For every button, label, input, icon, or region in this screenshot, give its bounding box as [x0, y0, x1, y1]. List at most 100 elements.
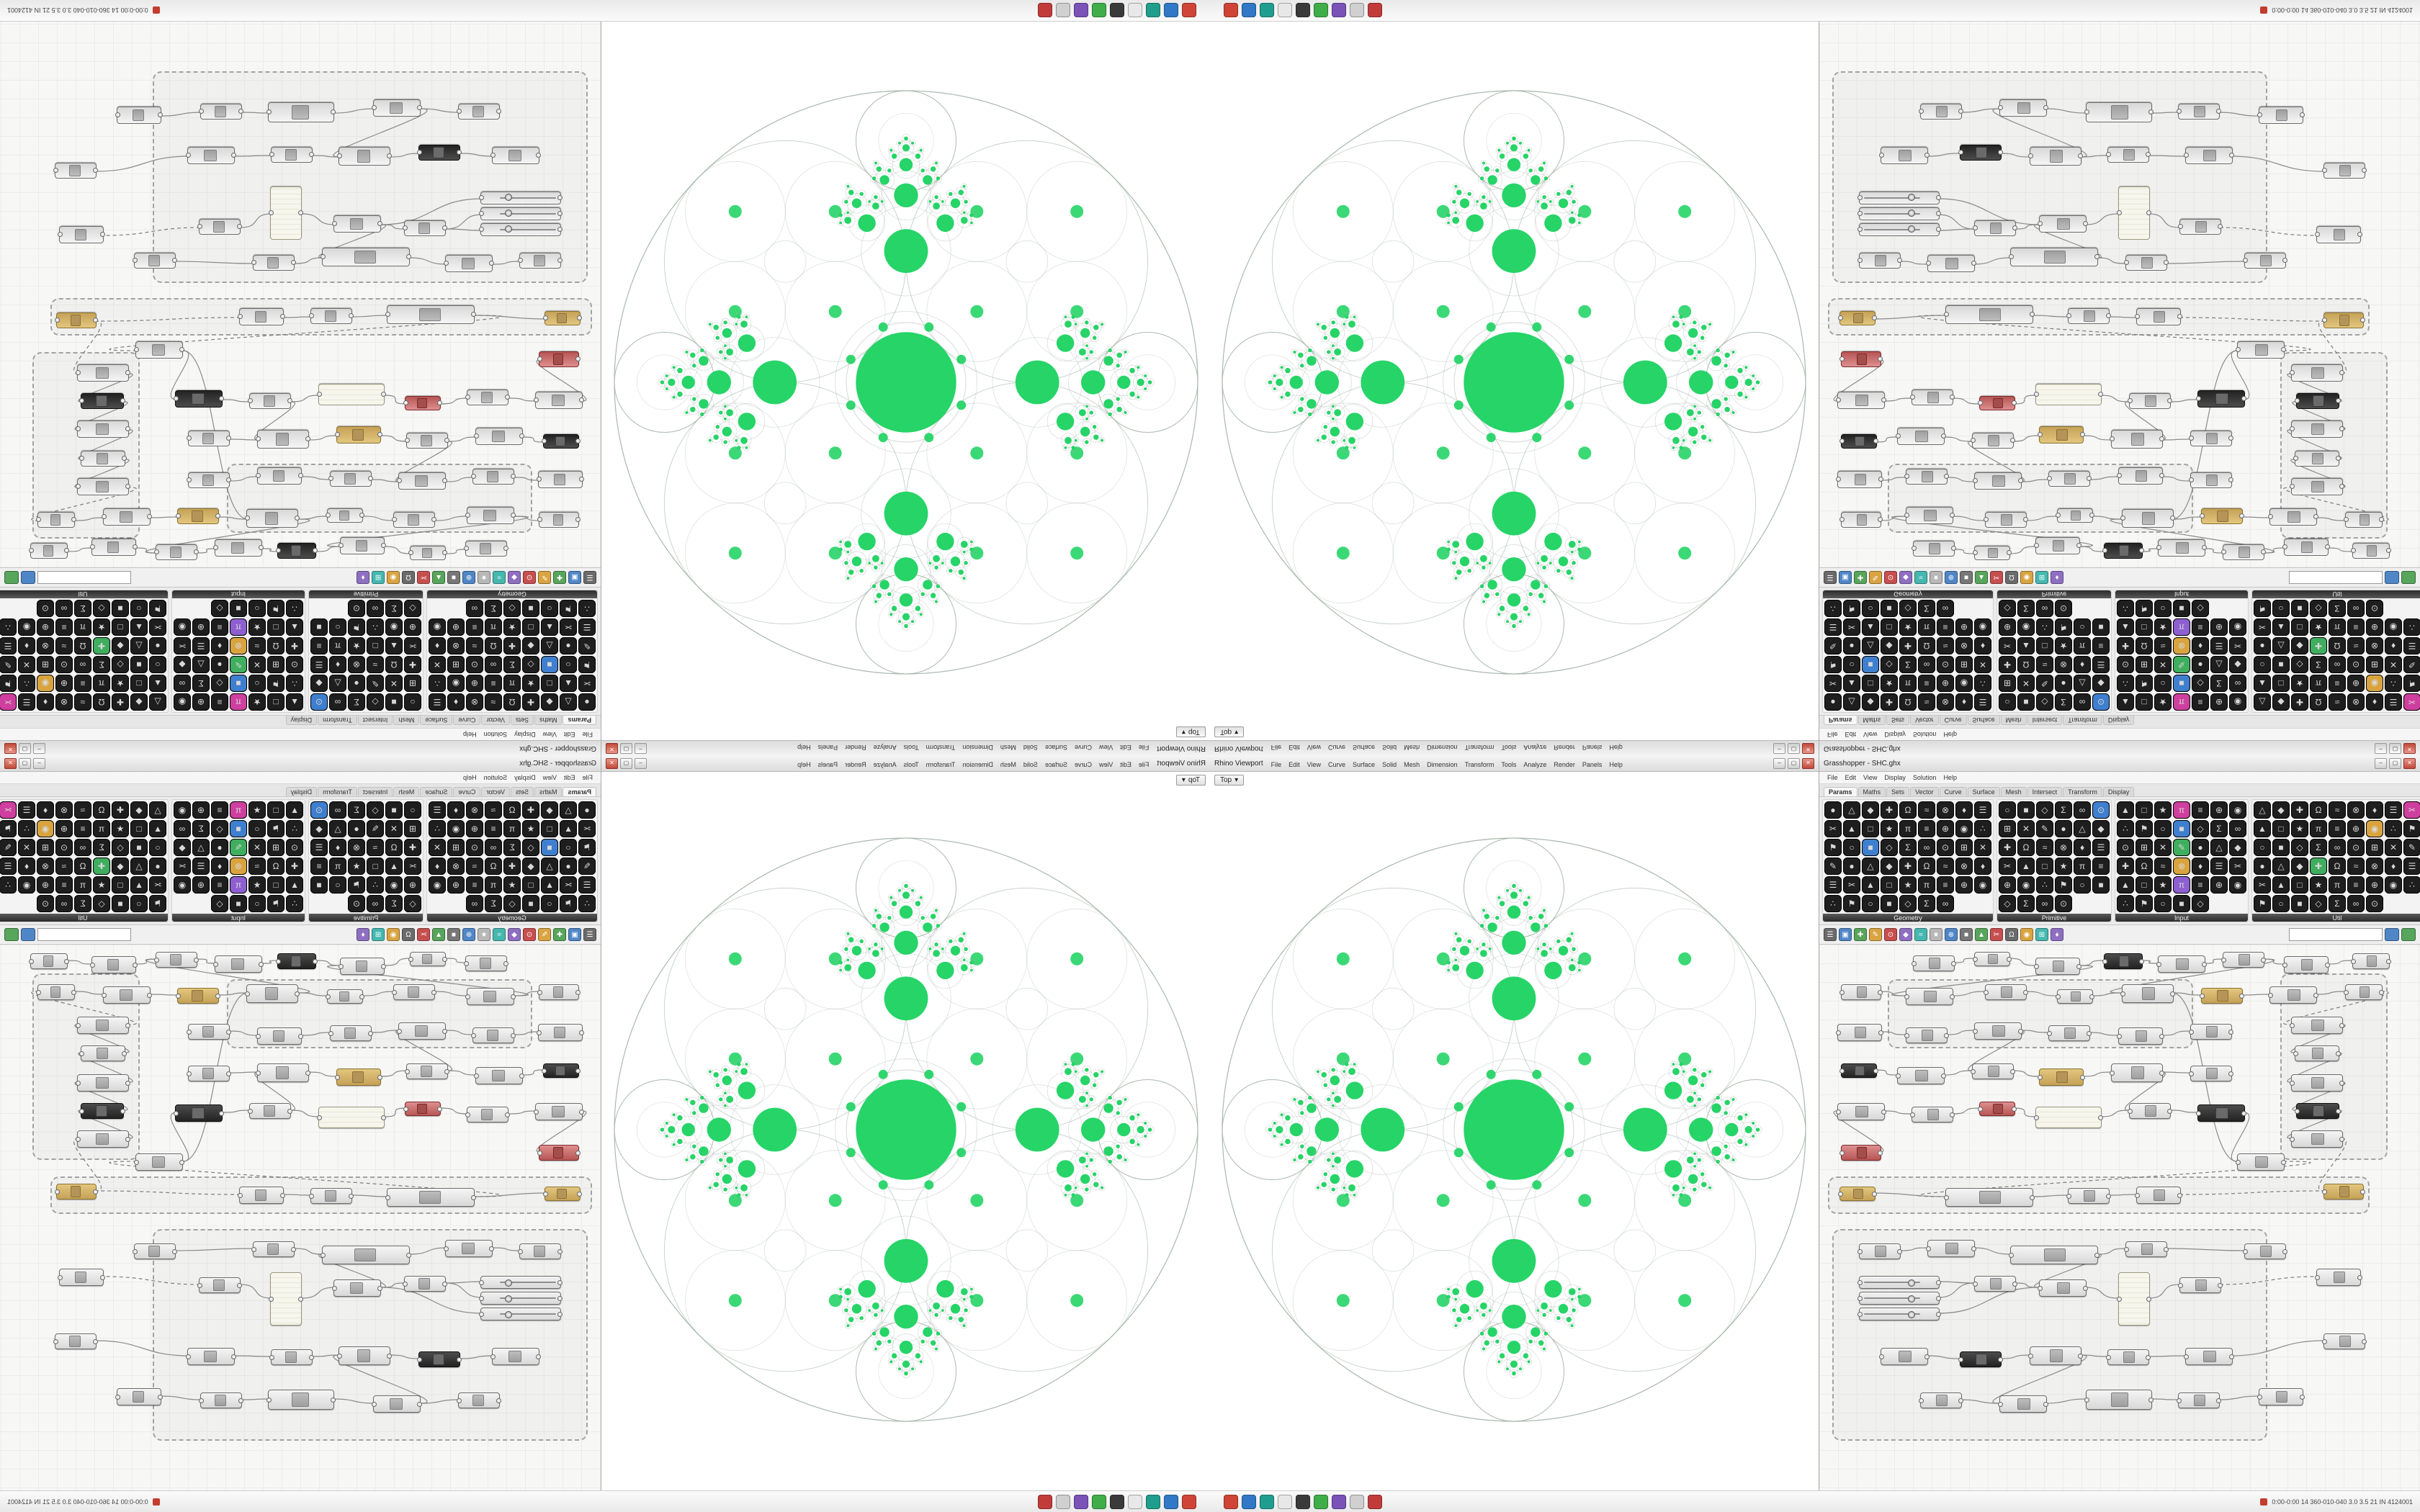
- ribbon-icon[interactable]: □: [2136, 876, 2153, 894]
- taskbar-item-recorder[interactable]: [1182, 3, 1196, 18]
- ribbon-icon[interactable]: ○: [2272, 895, 2290, 912]
- gh-tab-curve[interactable]: Curve: [1939, 716, 1967, 725]
- ribbon-icon[interactable]: ▲: [2117, 618, 2134, 636]
- gh-node[interactable]: [373, 1395, 421, 1413]
- gh-node[interactable]: [1973, 952, 2012, 966]
- ribbon-icon[interactable]: ∴: [2036, 618, 2053, 636]
- taskbar-item-settings[interactable]: [1368, 3, 1382, 18]
- ribbon-icon[interactable]: ≈: [367, 839, 384, 856]
- ribbon-icon[interactable]: ⊕: [447, 618, 465, 636]
- ribbon-icon[interactable]: Σ: [93, 656, 110, 673]
- gh-tab-sets[interactable]: Sets: [1886, 787, 1910, 796]
- gh-node[interactable]: [55, 163, 97, 179]
- toolbar-icon[interactable]: Ω: [402, 571, 415, 584]
- ribbon-icon[interactable]: ■: [310, 876, 328, 894]
- gh-node[interactable]: [2047, 1025, 2092, 1041]
- gh-tab-mesh[interactable]: Mesh: [393, 787, 420, 796]
- close-button[interactable]: ✕: [4, 743, 17, 754]
- ribbon-icon[interactable]: ☰: [310, 839, 328, 856]
- gh-node[interactable]: [2035, 537, 2080, 554]
- ribbon-icon[interactable]: ▲: [2272, 618, 2290, 636]
- menu-item[interactable]: Tools: [1501, 760, 1517, 768]
- taskbar-item-files[interactable]: [1128, 3, 1142, 18]
- ribbon-icon[interactable]: ✂: [2254, 618, 2271, 636]
- toolbar-icon[interactable]: ✂: [1990, 928, 2003, 941]
- gh-node[interactable]: [2184, 1348, 2234, 1365]
- gh-node[interactable]: [257, 1063, 309, 1082]
- ribbon-icon[interactable]: ◉: [385, 618, 403, 636]
- maximize-button[interactable]: ▢: [1788, 743, 1800, 754]
- gh-panel-node[interactable]: [2118, 186, 2150, 240]
- ribbon-icon[interactable]: ○: [541, 600, 558, 617]
- ribbon-icon[interactable]: ≡: [310, 637, 328, 654]
- ribbon-icon[interactable]: ∴: [18, 820, 35, 837]
- ribbon-icon[interactable]: ▲: [541, 876, 558, 894]
- ribbon-icon[interactable]: ◇: [503, 895, 521, 912]
- gh-panel-caption[interactable]: Util: [0, 590, 168, 598]
- close-button[interactable]: ✕: [2403, 743, 2416, 754]
- ribbon-icon[interactable]: ◇: [112, 656, 129, 673]
- ribbon-icon[interactable]: ✚: [1899, 858, 1917, 875]
- ribbon-icon[interactable]: ✎: [367, 675, 384, 692]
- ribbon-icon[interactable]: ☰: [2385, 801, 2402, 819]
- ribbon-icon[interactable]: ✎: [230, 839, 247, 856]
- gh-tab-vector[interactable]: Vector: [1910, 716, 1939, 725]
- ribbon-icon[interactable]: ∞: [2347, 895, 2365, 912]
- ribbon-icon[interactable]: ◉: [174, 801, 191, 819]
- ribbon-icon[interactable]: ☰: [2210, 858, 2228, 875]
- ribbon-icon[interactable]: ∞: [367, 895, 384, 912]
- gh-tab-intersect[interactable]: Intersect: [357, 716, 393, 725]
- toolbar-icon[interactable]: ★: [478, 928, 490, 941]
- menu-item[interactable]: Help: [1609, 744, 1623, 752]
- gh-node[interactable]: [2106, 1349, 2151, 1365]
- menu-item[interactable]: View: [542, 731, 557, 738]
- gh-node[interactable]: [249, 1103, 291, 1119]
- ribbon-icon[interactable]: ■: [522, 600, 539, 617]
- gh-node[interactable]: [1971, 1063, 2015, 1079]
- ribbon-icon[interactable]: ≈: [74, 693, 91, 711]
- menu-item[interactable]: Display: [514, 731, 536, 738]
- ribbon-icon[interactable]: ■: [2272, 839, 2290, 856]
- ribbon-icon[interactable]: Σ: [1918, 895, 1935, 912]
- menu-item[interactable]: Solution: [483, 774, 508, 781]
- ribbon-icon[interactable]: ◇: [522, 656, 539, 673]
- ribbon-icon[interactable]: ★: [112, 675, 129, 692]
- gh-node[interactable]: [467, 1107, 508, 1122]
- ribbon-icon[interactable]: ◆: [1881, 637, 1898, 654]
- ribbon-icon[interactable]: ⚑: [560, 600, 577, 617]
- ribbon-icon[interactable]: ●: [149, 637, 166, 654]
- ribbon-icon[interactable]: ☰: [2385, 693, 2402, 711]
- ribbon-icon[interactable]: ∴: [0, 618, 17, 636]
- gh-node[interactable]: [77, 420, 129, 438]
- gh-slider[interactable]: [480, 207, 561, 220]
- ribbon-icon[interactable]: ⊗: [1955, 858, 1973, 875]
- ribbon-icon[interactable]: π: [329, 858, 346, 875]
- ribbon-icon[interactable]: ✂: [1843, 618, 1860, 636]
- canvas-view-button-0[interactable]: [21, 571, 35, 584]
- ribbon-icon[interactable]: ≈: [55, 858, 73, 875]
- toolbar-icon[interactable]: ◆: [1899, 928, 1912, 941]
- maximize-button[interactable]: ▢: [2389, 758, 2401, 769]
- maximize-button[interactable]: ▢: [19, 758, 31, 769]
- gh-node[interactable]: [2136, 308, 2181, 325]
- ribbon-icon[interactable]: ✕: [429, 656, 446, 673]
- gh-node[interactable]: [1857, 1243, 1902, 1259]
- ribbon-icon[interactable]: ✂: [578, 820, 596, 837]
- gh-node[interactable]: [2185, 147, 2233, 164]
- gh-node[interactable]: [404, 220, 446, 236]
- ribbon-icon[interactable]: ⚑: [2136, 820, 2153, 837]
- toolbar-icon[interactable]: ✚: [553, 571, 566, 584]
- menu-item[interactable]: Help: [1943, 774, 1957, 781]
- ribbon-icon[interactable]: □: [2136, 801, 2153, 819]
- ribbon-icon[interactable]: ■: [2291, 600, 2308, 617]
- ribbon-icon[interactable]: ∞: [466, 895, 483, 912]
- ribbon-icon[interactable]: ∞: [74, 839, 91, 856]
- ribbon-icon[interactable]: ∞: [2074, 801, 2091, 819]
- ribbon-icon[interactable]: ■: [230, 895, 247, 912]
- ribbon-icon[interactable]: ✎: [2403, 656, 2420, 673]
- gh-panel-caption[interactable]: Primitive: [1997, 914, 2111, 922]
- ribbon-icon[interactable]: ☰: [1974, 801, 1991, 819]
- ribbon-icon[interactable]: ∞: [2329, 839, 2346, 856]
- gh-node[interactable]: [472, 469, 514, 485]
- ribbon-icon[interactable]: ◇: [2192, 675, 2209, 692]
